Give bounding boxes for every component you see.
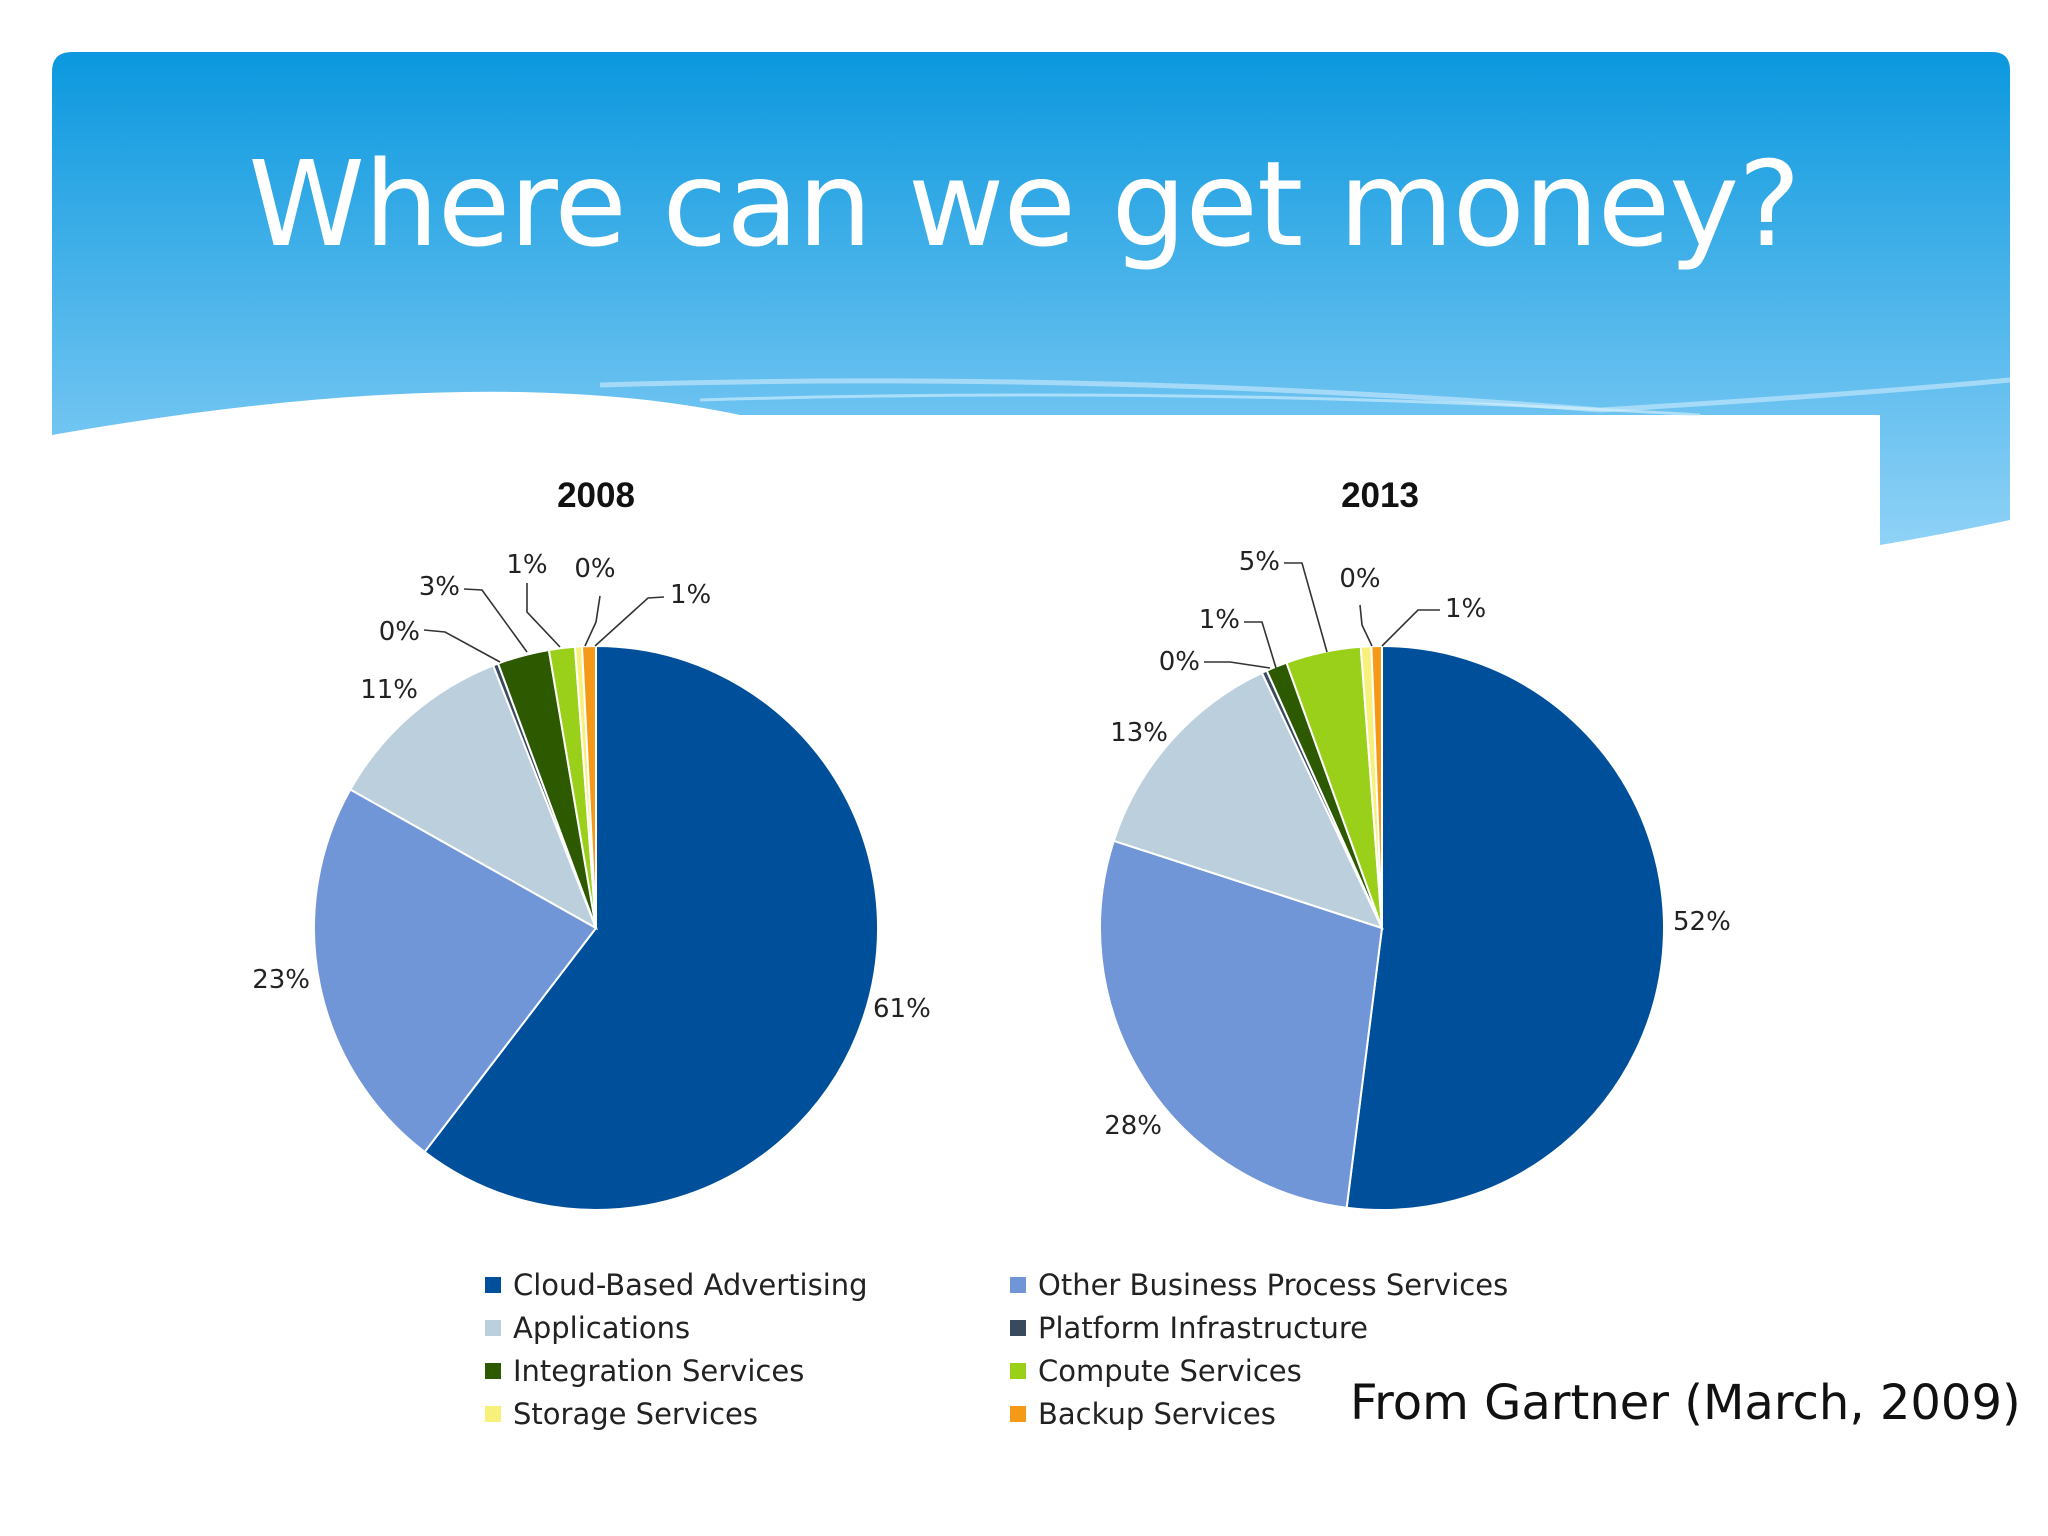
pie-chart-2013: 2013 52% 28% 13% 0% 1% 5% 0% 1% — [1099, 476, 1731, 1211]
legend-label: Cloud-Based Advertising — [513, 1268, 868, 1302]
label-leader-line — [423, 629, 501, 663]
legend-swatch — [1010, 1320, 1026, 1336]
header-wave-highlight-2 — [699, 393, 1701, 417]
pie-slice-cloud-based-advertising — [423, 644, 879, 1211]
slice-label: 13% — [1110, 718, 1168, 748]
legend-label: Applications — [513, 1311, 691, 1345]
label-leader-line — [1359, 604, 1373, 647]
slice-label: 1% — [1199, 605, 1240, 635]
header-background — [52, 52, 2010, 545]
pie-title: 2013 — [1341, 476, 1419, 515]
slide-title: Where can we get money? — [248, 135, 1800, 273]
legend-swatch — [1010, 1363, 1026, 1379]
label-leader-line — [594, 596, 665, 647]
slice-label: 0% — [1159, 647, 1200, 677]
label-leader-line — [1244, 621, 1277, 669]
legend-item: Cloud-Based Advertising — [485, 1265, 868, 1305]
legend-label: Storage Services — [513, 1397, 758, 1431]
legend-label: Other Business Process Services — [1038, 1268, 1509, 1302]
pie-title: 2008 — [557, 476, 635, 515]
slice-label: 0% — [379, 617, 420, 647]
legend-item: Other Business Process Services — [1010, 1265, 1508, 1305]
slice-label: 0% — [1339, 564, 1380, 594]
legend-swatch — [485, 1406, 501, 1422]
legend-item: Compute Services — [1010, 1351, 1302, 1391]
legend-item: Backup Services — [1010, 1394, 1276, 1434]
slice-label: 3% — [419, 572, 460, 602]
label-leader-line — [463, 588, 528, 653]
slice-label: 52% — [1673, 907, 1731, 937]
legend-item: Storage Services — [485, 1394, 758, 1434]
legend-label: Compute Services — [1038, 1354, 1302, 1388]
slice-label: 1% — [506, 550, 547, 580]
pie-slice-applications — [348, 664, 598, 931]
legend-swatch — [1010, 1277, 1026, 1293]
slice-label: 1% — [670, 580, 711, 610]
slice-label: 0% — [574, 554, 615, 584]
legend-swatch — [485, 1277, 501, 1293]
legend-label: Integration Services — [513, 1354, 805, 1388]
slice-label: 11% — [360, 675, 418, 705]
legend-swatch — [485, 1363, 501, 1379]
slice-label: 5% — [1239, 547, 1280, 577]
label-leader-line — [1204, 661, 1271, 669]
legend-item: Integration Services — [485, 1351, 804, 1391]
slice-label: 23% — [252, 965, 310, 995]
source-note: From Gartner (March, 2009) — [1350, 1375, 2021, 1431]
slice-label: 61% — [873, 994, 931, 1024]
pie-slice-other-business-process-services — [313, 788, 598, 1154]
slice-label: 1% — [1445, 594, 1486, 624]
pie-slice-other-business-process-services — [1099, 839, 1384, 1209]
legend-item: Platform Infrastructure — [1010, 1308, 1368, 1348]
pie-slice-cloud-based-advertising — [1345, 644, 1665, 1211]
header-banner — [52, 52, 2011, 545]
header-wave-highlight — [599, 377, 2011, 413]
slice-label: 28% — [1104, 1111, 1162, 1141]
legend-swatch — [485, 1320, 501, 1336]
label-leader-line — [1284, 562, 1328, 653]
pie-chart-2008: 2008 61% 23% 11% 0% 3% 1% 0% 1% — [252, 476, 931, 1211]
legend-item: Applications — [485, 1308, 690, 1348]
label-leader-line — [1381, 609, 1440, 647]
legend-swatch — [1010, 1406, 1026, 1422]
label-leader-line — [526, 583, 561, 648]
legend-label: Backup Services — [1038, 1397, 1276, 1431]
pie-slice-applications — [1112, 671, 1384, 930]
label-leader-line — [584, 595, 601, 647]
legend-label: Platform Infrastructure — [1038, 1311, 1368, 1345]
